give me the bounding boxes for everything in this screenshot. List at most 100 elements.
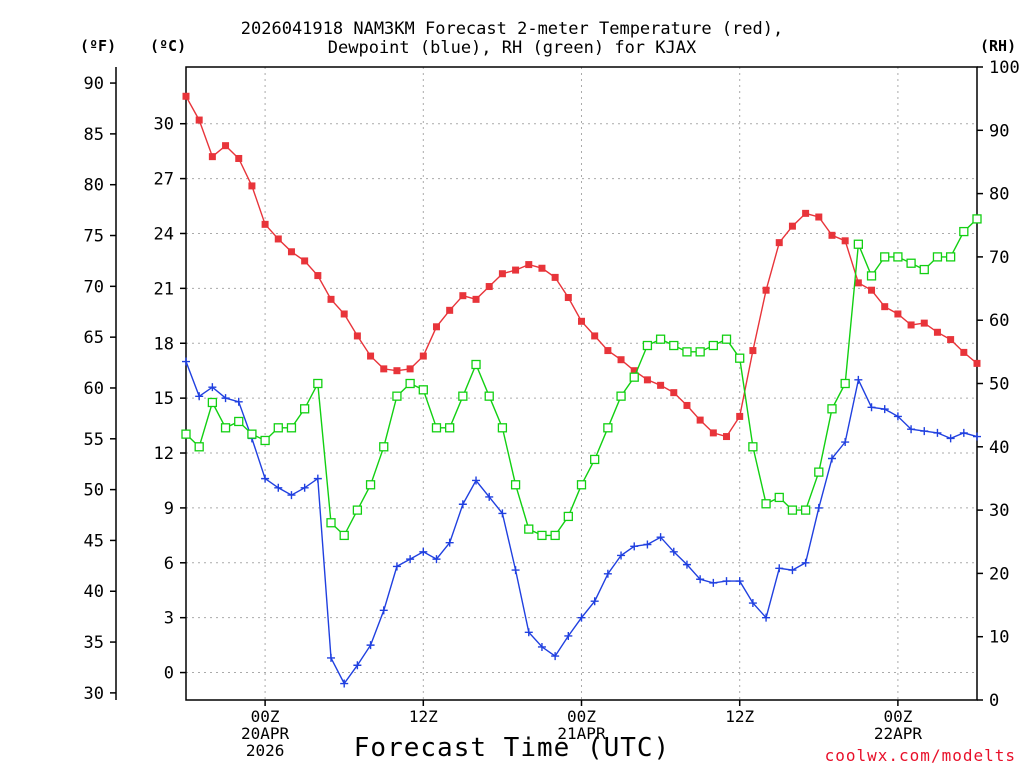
rh-point <box>945 252 956 262</box>
fahrenheit-tick-label: 45 <box>84 531 104 551</box>
source-credit[interactable]: coolwx.com/modelts <box>824 746 1016 765</box>
fahrenheit-tick-label: 70 <box>84 277 104 297</box>
temperature-point <box>301 257 309 265</box>
chart-title-line-2: Dewpoint (blue), RH (green) for KJAX <box>327 38 697 58</box>
temperature-point <box>788 222 796 230</box>
rh-tick-label: 90 <box>989 121 1009 141</box>
rh-point <box>682 347 692 357</box>
rh-point <box>774 492 784 503</box>
fahrenheit-tick-label: 40 <box>84 582 104 602</box>
rh-point <box>932 252 943 262</box>
celsius-tick-label: 24 <box>154 224 174 244</box>
x-axis-label: Forecast Time (UTC) <box>353 733 671 763</box>
dewpoint-point <box>722 577 731 586</box>
dewpoint-point <box>762 613 771 622</box>
dewpoint-point <box>445 538 454 547</box>
rh-point <box>576 480 587 490</box>
temperature-point <box>353 332 361 340</box>
temperature-point <box>933 328 941 336</box>
rh-tick-label: 100 <box>989 58 1020 78</box>
dewpoint-point <box>907 425 916 434</box>
rh-axis-unit: (RH) <box>980 37 1017 55</box>
temperature-point <box>696 416 704 424</box>
dewpoint-point <box>827 454 836 463</box>
rh-point <box>405 378 415 389</box>
temperature-point <box>749 347 757 355</box>
temperature-point <box>802 209 810 217</box>
temperature-point <box>235 154 243 162</box>
temperature-point <box>591 332 599 340</box>
temperature-point <box>459 292 467 300</box>
rh-point <box>273 423 283 433</box>
dewpoint-point <box>617 551 626 560</box>
fahrenheit-tick-label: 80 <box>84 176 104 196</box>
rh-point <box>484 391 494 401</box>
dewpoint-point <box>458 500 467 509</box>
dewpoint-point <box>603 569 612 578</box>
rh-point <box>260 435 270 446</box>
rh-point <box>313 378 323 389</box>
rh-tick-label: 20 <box>989 564 1009 584</box>
fahrenheit-tick-label: 30 <box>84 684 104 704</box>
dewpoint-point <box>775 564 784 573</box>
x-tick-label: 00Z <box>883 707 912 726</box>
rh-point <box>840 378 850 389</box>
temperature-point <box>854 279 862 287</box>
dewpoint-point <box>195 392 204 401</box>
dewpoint-point <box>327 653 336 662</box>
dewpoint-point <box>748 599 757 608</box>
rh-point <box>893 252 903 262</box>
rh-point <box>919 264 929 275</box>
temperature-point <box>208 153 216 161</box>
celsius-tick-label: 18 <box>154 334 174 354</box>
temperature-point <box>274 235 282 243</box>
temperature-point <box>762 286 770 294</box>
dewpoint-point <box>973 432 981 441</box>
rh-tick-label: 70 <box>989 248 1009 268</box>
rh-tick-label: 0 <box>989 691 999 711</box>
temperature-point <box>485 283 493 291</box>
dewpoint-point <box>472 476 481 485</box>
dewpoint-point <box>313 474 322 483</box>
rh-tick-label: 50 <box>989 375 1009 395</box>
dewpoint-point <box>630 542 639 551</box>
fahrenheit-tick-label: 85 <box>84 125 104 145</box>
rh-point <box>655 334 666 344</box>
temperature-point <box>960 348 968 356</box>
dewpoint-point <box>261 474 270 483</box>
dewpoint-point <box>946 434 955 443</box>
celsius-tick-label: 21 <box>154 279 174 299</box>
x-tick-label: 22APR <box>874 724 923 743</box>
temperature-point <box>828 231 836 239</box>
rh-point <box>220 423 231 433</box>
dewpoint-point <box>287 491 296 500</box>
rh-point <box>247 429 257 439</box>
celsius-tick-label: 3 <box>164 609 174 629</box>
temperature-point <box>920 319 928 327</box>
rh-point <box>972 214 982 224</box>
temperature-point <box>907 321 915 329</box>
temperature-point <box>564 294 572 302</box>
dewpoint-point <box>814 503 823 512</box>
rh-point <box>431 423 442 433</box>
temperature-point <box>894 310 902 318</box>
temperature-point <box>406 365 414 373</box>
temperature-point <box>512 266 520 274</box>
rh-point <box>497 423 508 433</box>
dewpoint-point <box>841 438 850 447</box>
rh-point <box>234 416 244 427</box>
x-tick-label: 00Z <box>251 707 280 726</box>
rh-point <box>563 511 573 522</box>
temperature-point <box>327 295 335 303</box>
celsius-tick-label: 0 <box>164 664 174 684</box>
rh-point <box>866 271 877 281</box>
x-tick-label: 2026 <box>246 741 285 760</box>
rh-point <box>959 226 969 237</box>
temperature-point <box>841 237 849 245</box>
x-tick-label: 00Z <box>567 707 596 726</box>
rh-tick-label: 30 <box>989 501 1009 521</box>
dewpoint-point <box>656 533 665 542</box>
fahrenheit-tick-label: 65 <box>84 328 104 348</box>
temperature-point <box>261 220 269 228</box>
rh-point <box>550 530 560 541</box>
